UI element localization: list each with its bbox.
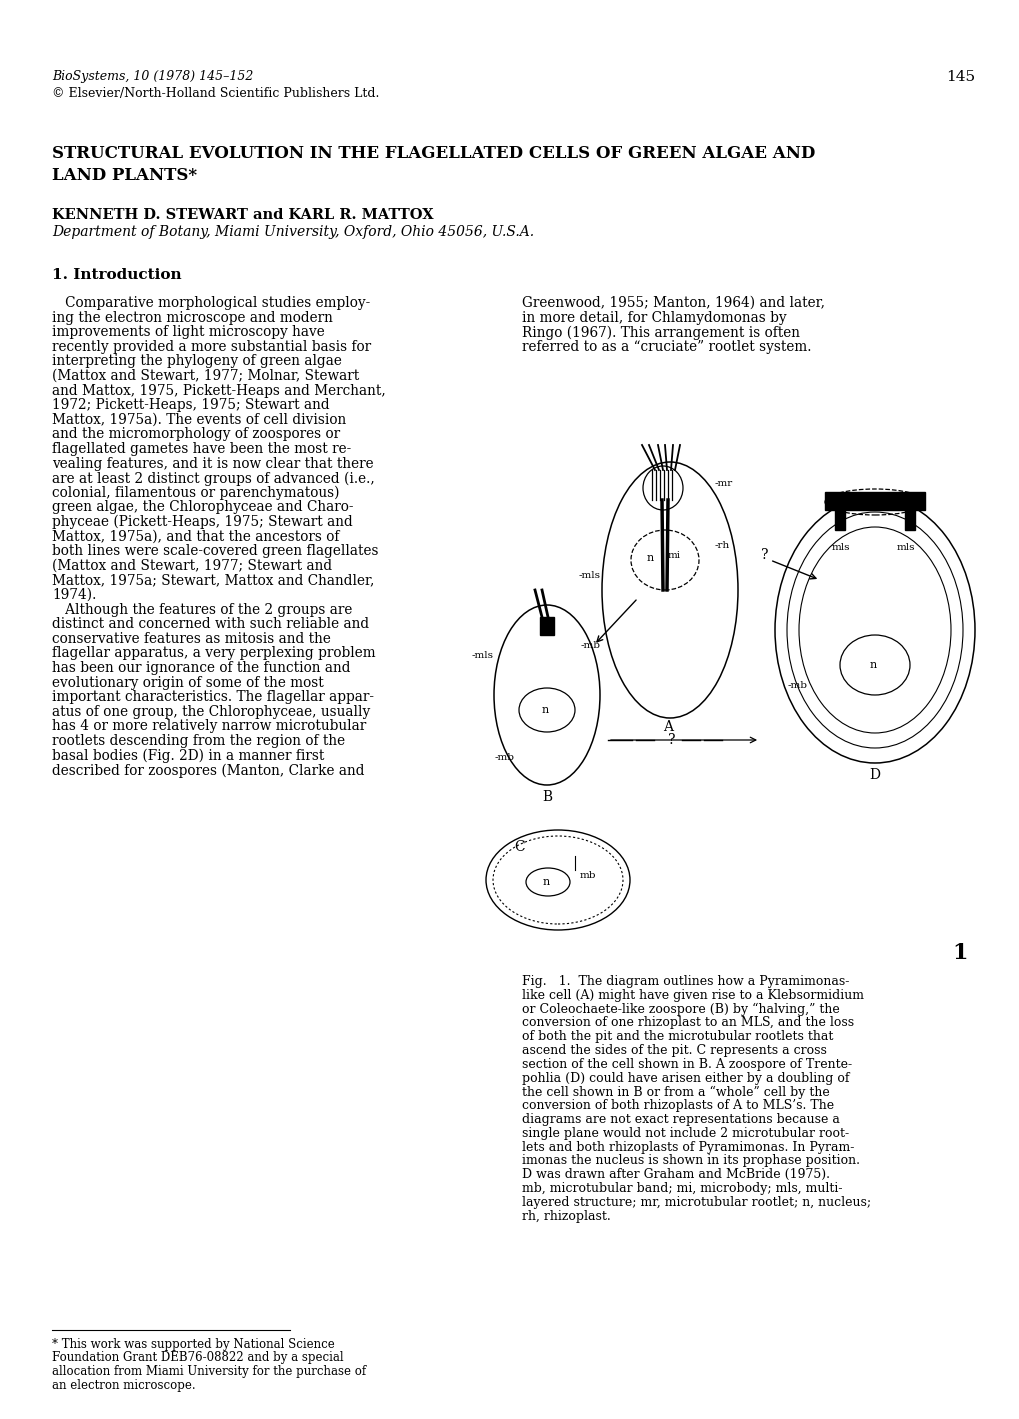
Text: 1972; Pickett-Heaps, 1975; Stewart and: 1972; Pickett-Heaps, 1975; Stewart and	[52, 399, 329, 412]
Text: distinct and concerned with such reliable and: distinct and concerned with such reliabl…	[52, 617, 369, 631]
Text: atus of one group, the Chlorophyceae, usually: atus of one group, the Chlorophyceae, us…	[52, 705, 370, 719]
Text: -mb: -mb	[788, 681, 807, 690]
Text: conservative features as mitosis and the: conservative features as mitosis and the	[52, 631, 330, 646]
Text: green algae, the Chlorophyceae and Charo-: green algae, the Chlorophyceae and Charo…	[52, 501, 354, 515]
Text: pohlia (D) could have arisen either by a doubling of: pohlia (D) could have arisen either by a…	[522, 1071, 849, 1084]
Text: -mr: -mr	[714, 478, 733, 488]
Text: KENNETH D. STEWART and KARL R. MATTOX: KENNETH D. STEWART and KARL R. MATTOX	[52, 209, 433, 221]
Text: -mb: -mb	[581, 640, 600, 650]
Text: n: n	[541, 705, 548, 715]
Text: mb: mb	[580, 871, 596, 881]
Text: ?: ?	[667, 734, 675, 746]
Text: Mattox, 1975a; Stewart, Mattox and Chandler,: Mattox, 1975a; Stewart, Mattox and Chand…	[52, 573, 374, 587]
Text: like cell (A) might have given rise to a Klebsormidium: like cell (A) might have given rise to a…	[522, 989, 863, 1002]
Text: has 4 or more relatively narrow microtubular: has 4 or more relatively narrow microtub…	[52, 719, 366, 734]
Bar	[835, 509, 844, 531]
Text: or Coleochaete-like zoospore (B) by “halving,” the: or Coleochaete-like zoospore (B) by “hal…	[522, 1003, 839, 1016]
Text: diagrams are not exact representations because a: diagrams are not exact representations b…	[522, 1112, 839, 1127]
Text: rh, rhizoplast.: rh, rhizoplast.	[522, 1209, 610, 1223]
Text: © Elsevier/North-Holland Scientific Publishers Ltd.: © Elsevier/North-Holland Scientific Publ…	[52, 87, 379, 99]
Text: * This work was supported by National Science: * This work was supported by National Sc…	[52, 1338, 334, 1351]
Text: C: C	[515, 840, 525, 854]
Text: of both the pit and the microtubular rootlets that: of both the pit and the microtubular roo…	[522, 1030, 833, 1043]
Text: 1. Introduction: 1. Introduction	[52, 268, 181, 282]
Text: ing the electron microscope and modern: ing the electron microscope and modern	[52, 311, 332, 325]
Text: in more detail, for Chlamydomonas by: in more detail, for Chlamydomonas by	[522, 311, 786, 325]
Text: recently provided a more substantial basis for: recently provided a more substantial bas…	[52, 339, 371, 353]
Text: referred to as a “cruciate” rootlet system.: referred to as a “cruciate” rootlet syst…	[522, 339, 811, 353]
Text: allocation from Miami University for the purchase of: allocation from Miami University for the…	[52, 1365, 366, 1378]
Text: section of the cell shown in B. A zoospore of Trente-: section of the cell shown in B. A zoospo…	[522, 1057, 851, 1071]
Text: Fig.   1.  The diagram outlines how a Pyramimonas-: Fig. 1. The diagram outlines how a Pyram…	[522, 975, 849, 988]
Text: -mls: -mls	[472, 650, 493, 660]
Text: vealing features, and it is now clear that there: vealing features, and it is now clear th…	[52, 457, 373, 471]
Text: n: n	[542, 877, 549, 887]
Text: Although the features of the 2 groups are: Although the features of the 2 groups ar…	[52, 603, 352, 617]
Text: n: n	[646, 553, 653, 563]
Text: mls: mls	[896, 543, 915, 552]
Text: conversion of both rhizoplasts of A to MLS’s. The: conversion of both rhizoplasts of A to M…	[522, 1100, 834, 1112]
Text: B: B	[541, 790, 551, 805]
Bar	[539, 617, 553, 634]
Text: evolutionary origin of some of the most: evolutionary origin of some of the most	[52, 675, 323, 690]
Text: Mattox, 1975a), and that the ancestors of: Mattox, 1975a), and that the ancestors o…	[52, 529, 339, 543]
Text: are at least 2 distinct groups of advanced (i.e.,: are at least 2 distinct groups of advanc…	[52, 471, 374, 485]
Text: Foundation Grant DEB76-08822 and by a special: Foundation Grant DEB76-08822 and by a sp…	[52, 1351, 343, 1365]
Text: Greenwood, 1955; Manton, 1964) and later,: Greenwood, 1955; Manton, 1964) and later…	[522, 297, 824, 309]
Bar	[904, 509, 914, 531]
Text: -mls: -mls	[579, 570, 600, 579]
Text: mb, microtubular band; mi, microbody; mls, multi-: mb, microtubular band; mi, microbody; ml…	[522, 1182, 842, 1195]
Text: single plane would not include 2 microtubular root-: single plane would not include 2 microtu…	[522, 1127, 848, 1139]
Text: -mb: -mb	[494, 753, 515, 762]
Text: Department of Botany, Miami University, Oxford, Ohio 45056, U.S.A.: Department of Botany, Miami University, …	[52, 226, 534, 238]
Text: both lines were scale-covered green flagellates: both lines were scale-covered green flag…	[52, 545, 378, 558]
Text: phyceae (Pickett-Heaps, 1975; Stewart and: phyceae (Pickett-Heaps, 1975; Stewart an…	[52, 515, 353, 529]
Text: improvements of light microscopy have: improvements of light microscopy have	[52, 325, 324, 339]
Text: mi: mi	[667, 551, 681, 559]
Text: imonas the nucleus is shown in its prophase position.: imonas the nucleus is shown in its proph…	[522, 1155, 859, 1168]
Text: colonial, filamentous or parenchymatous): colonial, filamentous or parenchymatous)	[52, 485, 339, 499]
Text: STRUCTURAL EVOLUTION IN THE FLAGELLATED CELLS OF GREEN ALGAE AND: STRUCTURAL EVOLUTION IN THE FLAGELLATED …	[52, 145, 814, 162]
Text: LAND PLANTS*: LAND PLANTS*	[52, 167, 197, 184]
Text: -rh: -rh	[714, 541, 730, 549]
Text: ascend the sides of the pit. C represents a cross: ascend the sides of the pit. C represent…	[522, 1044, 826, 1057]
Bar	[824, 492, 924, 509]
Text: important characteristics. The flagellar appar-: important characteristics. The flagellar…	[52, 690, 374, 704]
Text: rootlets descending from the region of the: rootlets descending from the region of t…	[52, 734, 344, 748]
Text: 1: 1	[952, 942, 967, 964]
Text: (Mattox and Stewart, 1977; Stewart and: (Mattox and Stewart, 1977; Stewart and	[52, 559, 332, 573]
Text: basal bodies (Fig. 2D) in a manner first: basal bodies (Fig. 2D) in a manner first	[52, 749, 324, 763]
Text: 145: 145	[945, 70, 974, 84]
Text: and the micromorphology of zoospores or: and the micromorphology of zoospores or	[52, 427, 339, 441]
Text: D was drawn after Graham and McBride (1975).: D was drawn after Graham and McBride (19…	[522, 1168, 829, 1181]
Text: BioSystems, 10 (1978) 145–152: BioSystems, 10 (1978) 145–152	[52, 70, 253, 82]
Text: Comparative morphological studies employ-: Comparative morphological studies employ…	[52, 297, 370, 309]
Text: interpreting the phylogeny of green algae: interpreting the phylogeny of green alga…	[52, 355, 341, 369]
Text: an electron microscope.: an electron microscope.	[52, 1378, 196, 1392]
Text: Mattox, 1975a). The events of cell division: Mattox, 1975a). The events of cell divis…	[52, 413, 345, 427]
Text: n: n	[868, 660, 875, 670]
Text: layered structure; mr, microtubular rootlet; n, nucleus;: layered structure; mr, microtubular root…	[522, 1196, 870, 1209]
Text: conversion of one rhizoplast to an MLS, and the loss: conversion of one rhizoplast to an MLS, …	[522, 1016, 853, 1029]
Text: A: A	[662, 719, 673, 734]
Text: ?: ?	[760, 548, 768, 562]
Text: flagellated gametes have been the most re-: flagellated gametes have been the most r…	[52, 441, 351, 455]
Text: 1974).: 1974).	[52, 587, 96, 602]
Text: the cell shown in B or from a “whole” cell by the: the cell shown in B or from a “whole” ce…	[522, 1086, 828, 1098]
Text: mls: mls	[832, 543, 850, 552]
Text: and Mattox, 1975, Pickett-Heaps and Merchant,: and Mattox, 1975, Pickett-Heaps and Merc…	[52, 383, 385, 397]
Text: described for zoospores (Manton, Clarke and: described for zoospores (Manton, Clarke …	[52, 763, 364, 778]
Text: D: D	[868, 768, 879, 782]
Text: flagellar apparatus, a very perplexing problem: flagellar apparatus, a very perplexing p…	[52, 647, 375, 660]
Text: has been our ignorance of the function and: has been our ignorance of the function a…	[52, 661, 351, 675]
Text: lets and both rhizoplasts of Pyramimonas. In Pyram-: lets and both rhizoplasts of Pyramimonas…	[522, 1141, 854, 1154]
Text: Ringo (1967). This arrangement is often: Ringo (1967). This arrangement is often	[522, 325, 799, 339]
Text: (Mattox and Stewart, 1977; Molnar, Stewart: (Mattox and Stewart, 1977; Molnar, Stewa…	[52, 369, 359, 383]
